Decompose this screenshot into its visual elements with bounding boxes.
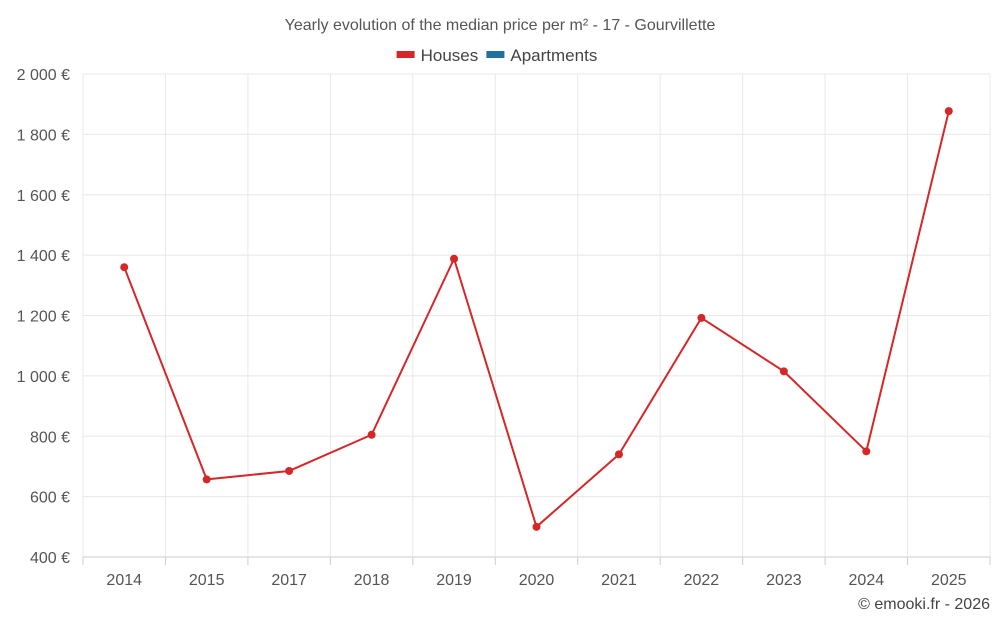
x-tick-label: 2020 [519,572,555,589]
data-point-houses-2019[interactable] [450,254,459,263]
y-tick-label: 2 000 € [17,67,70,84]
y-axis-ticks: 400 € 600 € 800 € 1 000 € 1 200 € 1 400 € 1 60… [17,67,70,567]
legend-label-houses[interactable]: Houses [421,46,479,65]
x-tick-label: 2014 [106,572,142,589]
chart-title: Yearly evolution of the median price per… [285,17,716,34]
y-tick-label: 1 000 € [17,369,70,386]
y-tick-label: 400 € [30,550,70,567]
data-point-houses-2024[interactable] [862,447,871,456]
legend-swatch-houses [396,51,415,58]
credit-text: © emooki.fr - 2026 [858,596,990,613]
x-tick-label: 2023 [766,572,802,589]
x-tick-label: 2019 [436,572,472,589]
data-point-houses-2022[interactable] [697,313,706,322]
y-tick-label: 1 600 € [17,188,70,205]
x-tick-label: 2021 [601,572,637,589]
x-axis-ticks: 2014 2015 2017 2018 2019 2020 2021 2022 2023 2024… [82,557,991,589]
y-tick-label: 1 400 € [17,248,70,265]
data-point-houses-2020[interactable] [532,522,541,531]
data-point-houses-2023[interactable] [779,367,788,376]
data-point-houses-2015[interactable] [202,475,211,484]
x-tick-label: 2025 [931,572,967,589]
data-point-houses-2017[interactable] [285,466,294,475]
series-group [120,107,953,531]
y-tick-label: 600 € [30,490,70,507]
x-tick-label: 2022 [684,572,720,589]
y-tick-label: 1 800 € [17,127,70,144]
legend: Houses Apartments [396,46,597,65]
y-tick-label: 800 € [30,429,70,446]
x-tick-label: 2018 [354,572,390,589]
data-point-houses-2018[interactable] [367,430,376,439]
grid-lines [82,73,991,558]
legend-swatch-apartments [486,51,505,58]
legend-label-apartments[interactable]: Apartments [510,46,597,65]
x-tick-label: 2017 [271,572,307,589]
data-point-houses-2021[interactable] [614,450,623,459]
x-tick-label: 2015 [189,572,225,589]
x-tick-label: 2024 [849,572,885,589]
y-tick-label: 1 200 € [17,309,70,326]
data-point-houses-2025[interactable] [944,107,953,116]
data-point-houses-2014[interactable] [120,263,129,272]
